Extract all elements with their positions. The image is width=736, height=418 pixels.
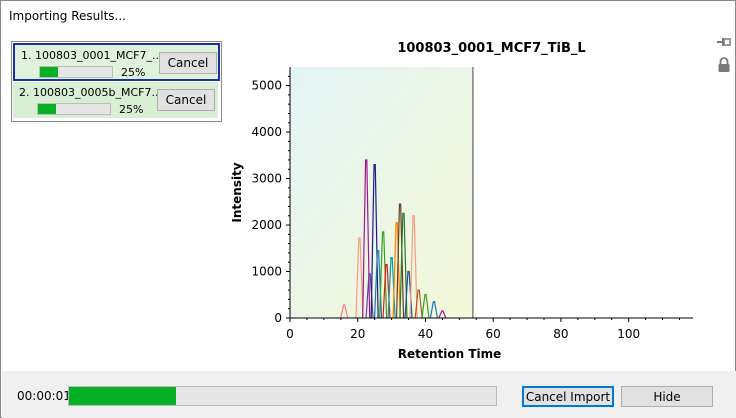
status-bar: 00:00:01 Cancel Import Hide [2, 371, 736, 418]
x-tick-label: 0 [286, 327, 294, 341]
x-tick-label: 20 [350, 327, 365, 341]
x-axis-label: Retention Time [398, 347, 502, 361]
window-title: Importing Results... [9, 9, 126, 23]
x-tick-label: 80 [553, 327, 568, 341]
chromatogram-peak [421, 294, 430, 319]
chromatogram-peak [362, 159, 371, 319]
chromatogram-chart[interactable]: 0 1000 2000 3000 4000 5000 0 20 40 60 80 100 Retenti… [221, 59, 701, 364]
import-item-cancel-button[interactable]: Cancel [159, 52, 217, 74]
chromatogram-peak [409, 215, 418, 319]
x-tick-label: 100 [617, 327, 640, 341]
lock-icon[interactable] [717, 57, 731, 76]
y-axis-label: Intensity [230, 162, 244, 222]
chromatogram-peak [382, 263, 391, 319]
cancel-import-button[interactable]: Cancel Import [522, 386, 614, 407]
y-tick-label: 1000 [251, 265, 282, 279]
chromatogram-peak [429, 301, 439, 319]
y-tick-label: 5000 [251, 79, 282, 93]
y-tick-label: 2000 [251, 218, 282, 232]
chromatogram-peak [355, 237, 364, 319]
overall-progress-fill [69, 387, 176, 405]
y-tick-label: 0 [274, 311, 282, 325]
chromatogram-peak [373, 250, 383, 319]
y-tick-label: 3000 [251, 172, 282, 186]
chromatogram-peak [414, 289, 423, 319]
chromatogram-peak [399, 212, 408, 319]
x-tick-label: 40 [418, 327, 433, 341]
chromatogram-peak [340, 304, 349, 319]
import-item[interactable]: 1. 100803_0001_MCF7_... 25% Cancel [13, 43, 220, 81]
chromatogram-peak [392, 222, 401, 319]
import-item-percent: 25% [119, 103, 144, 116]
chart-title: 100803_0001_MCF7_TiB_L [397, 41, 586, 56]
pin-icon[interactable] [716, 35, 732, 52]
import-item-progress-fill [38, 104, 56, 114]
overall-progress-bar [68, 386, 497, 406]
import-item-cancel-button[interactable]: Cancel [157, 89, 215, 111]
import-item-progress-fill [40, 67, 58, 77]
import-item-progress [37, 103, 111, 115]
y-tick-label: 4000 [251, 125, 282, 139]
import-item[interactable]: 2. 100803_0005b_MCF7... 25% Cancel [13, 82, 218, 118]
x-tick-label: 60 [486, 327, 501, 341]
hide-button[interactable]: Hide [621, 386, 713, 407]
import-item-label: 1. 100803_0001_MCF7_... [21, 49, 163, 62]
elapsed-time: 00:00:01 [17, 389, 71, 403]
import-item-progress [39, 66, 113, 78]
import-item-percent: 25% [121, 66, 146, 79]
chromatogram-peak [438, 310, 447, 319]
import-list: 1. 100803_0001_MCF7_... 25% Cancel 2. 10… [11, 41, 222, 122]
import-item-label: 2. 100803_0005b_MCF7... [19, 86, 162, 99]
chromatogram-peak [370, 164, 379, 319]
